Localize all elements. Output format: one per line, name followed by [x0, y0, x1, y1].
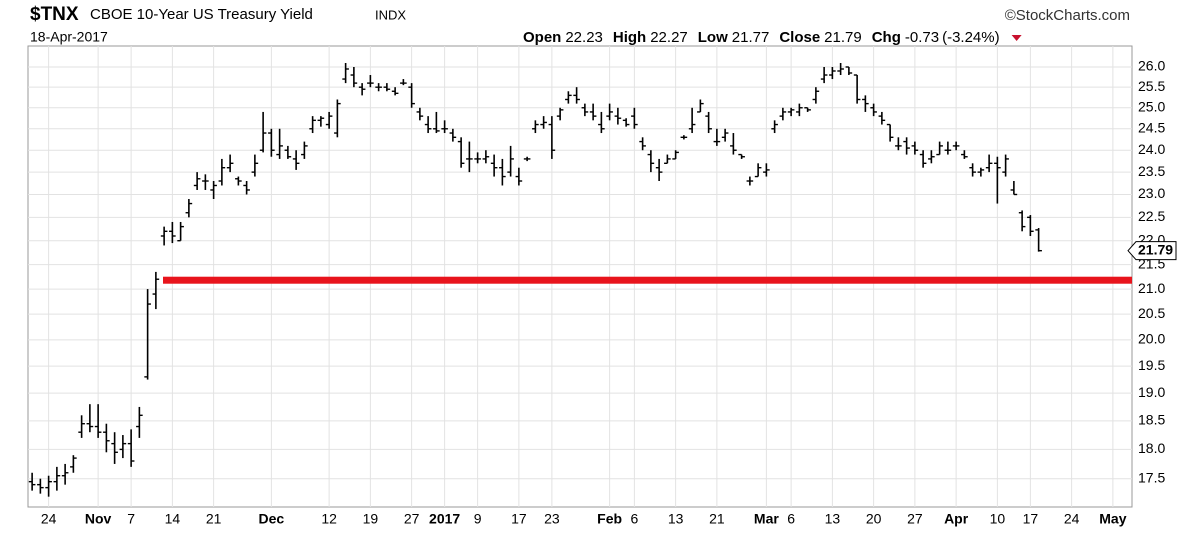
- x-tick-label: Feb: [597, 511, 622, 527]
- quote-value: 22.23: [565, 29, 603, 46]
- x-tick-label: 27: [907, 511, 923, 527]
- x-tick-label: 7: [127, 511, 135, 527]
- grid: [28, 46, 1132, 507]
- quote-value: -0.73: [905, 29, 939, 46]
- x-tick-label: 17: [511, 511, 527, 527]
- y-tick-label: 19.0: [1138, 384, 1165, 400]
- x-tick-label: 27: [404, 511, 420, 527]
- y-tick-label: 26.0: [1138, 58, 1165, 74]
- x-tick-label: 13: [668, 511, 684, 527]
- security-name: CBOE 10-Year US Treasury Yield: [90, 6, 313, 23]
- quote-label: Open: [523, 29, 561, 46]
- y-tick-label: 22.5: [1138, 208, 1165, 224]
- date: 18-Apr-2017: [30, 29, 108, 45]
- y-tick-label: 25.5: [1138, 78, 1165, 94]
- y-tick-label: 23.5: [1138, 163, 1165, 179]
- quote-label: Chg: [872, 29, 901, 46]
- x-tick-label: Apr: [944, 511, 969, 527]
- quote-value: 21.77: [732, 29, 770, 46]
- y-tick-label: 17.5: [1138, 469, 1165, 485]
- y-tick-label: 18.5: [1138, 412, 1165, 428]
- y-tick-label: 21.0: [1138, 280, 1165, 296]
- x-tick-label: 6: [787, 511, 795, 527]
- symbol: $TNX: [30, 4, 79, 25]
- x-tick-label: 19: [363, 511, 379, 527]
- credit: ©StockCharts.com: [1005, 7, 1130, 24]
- y-tick-label: 18.0: [1138, 440, 1165, 456]
- quote-value: 21.79: [824, 29, 862, 46]
- y-tick-label: 25.0: [1138, 98, 1165, 114]
- quote-label: High: [613, 29, 646, 46]
- exchange: INDX: [375, 7, 406, 22]
- x-tick-label: Mar: [754, 511, 779, 527]
- y-tick-label: 24.0: [1138, 141, 1165, 157]
- x-tick-label: 9: [474, 511, 482, 527]
- x-tick-label: 24: [1064, 511, 1080, 527]
- x-tick-label: 2017: [429, 511, 460, 527]
- x-tick-label: 17: [1023, 511, 1039, 527]
- y-tick-label: 20.5: [1138, 305, 1165, 321]
- x-tick-label: 14: [165, 511, 181, 527]
- ohlc-series: [28, 62, 1042, 497]
- x-tick-label: 10: [990, 511, 1006, 527]
- y-tick-label: 24.5: [1138, 119, 1165, 135]
- quote-label: Low: [698, 29, 728, 46]
- x-tick-label: 21: [206, 511, 222, 527]
- x-tick-label: Nov: [85, 511, 112, 527]
- x-tick-label: 13: [825, 511, 841, 527]
- x-tick-label: 21: [709, 511, 725, 527]
- quote-value: 22.27: [650, 29, 688, 46]
- quote-value: (-3.24%): [942, 29, 1000, 46]
- last-value-tag: [1127, 241, 1177, 261]
- support-line: [163, 276, 1132, 284]
- last-value-label: 21.79: [1138, 241, 1173, 257]
- x-tick-label: 24: [41, 511, 57, 527]
- y-tick-label: 19.5: [1138, 357, 1165, 373]
- plot-frame: [27, 45, 1133, 508]
- x-tick-label: 23: [544, 511, 560, 527]
- x-tick-label: Dec: [259, 511, 285, 527]
- y-tick-label: 20.0: [1138, 331, 1165, 347]
- quote-label: Close: [779, 29, 820, 46]
- x-tick-label: 12: [321, 511, 337, 527]
- y-tick-label: 23.0: [1138, 185, 1165, 201]
- x-tick-label: 6: [630, 511, 638, 527]
- x-tick-label: 20: [866, 511, 882, 527]
- change-arrow: [1011, 35, 1022, 41]
- x-tick-label: May: [1099, 511, 1126, 527]
